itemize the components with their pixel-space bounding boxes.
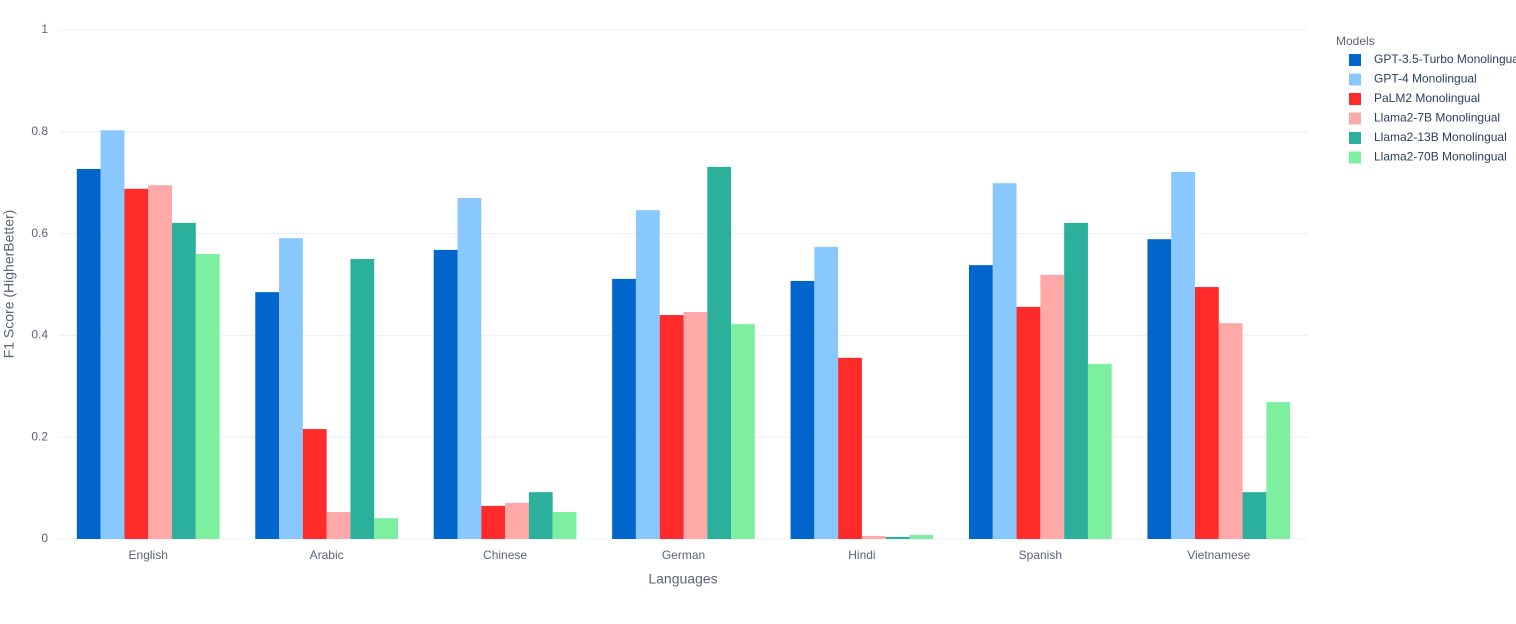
y-tick-label: 0.4	[31, 328, 48, 342]
bar	[505, 502, 529, 539]
bar	[279, 238, 303, 539]
legend-label: Llama2-7B Monolingual	[1374, 111, 1500, 125]
x-tick-label: German	[662, 548, 705, 562]
bar	[124, 188, 149, 540]
x-tick-label: Hindi	[848, 548, 875, 562]
bar	[172, 222, 196, 539]
y-tick-label: 0.6	[31, 226, 48, 240]
bar	[659, 315, 684, 539]
y-tick-label: 0.8	[31, 124, 48, 138]
x-tick-label: English	[129, 548, 168, 562]
legend-label: GPT-4 Monolingual	[1374, 72, 1477, 86]
legend-label: GPT-3.5-Turbo Monolingual	[1374, 52, 1516, 66]
bar	[100, 130, 125, 539]
bar	[1064, 222, 1088, 539]
bar	[195, 253, 220, 539]
x-axis-title: Languages	[648, 571, 717, 587]
bar	[838, 357, 862, 539]
legend-swatch	[1349, 93, 1361, 105]
bar	[731, 324, 755, 539]
bar	[790, 280, 815, 539]
bar	[1266, 402, 1291, 539]
legend-swatch	[1349, 54, 1361, 66]
x-tick-label: Spanish	[1019, 548, 1062, 562]
bar	[481, 505, 506, 539]
legend-title: Models	[1336, 34, 1375, 48]
bar	[433, 249, 458, 539]
bar	[1087, 363, 1112, 539]
x-tick-label: Arabic	[310, 548, 344, 562]
bar	[552, 512, 577, 539]
bar	[1147, 239, 1172, 539]
y-axis-title: F1 Score (HigherBetter)	[1, 210, 17, 359]
legend-label: Llama2-13B Monolingual	[1374, 130, 1507, 144]
x-tick-label: Vietnamese	[1187, 548, 1250, 562]
bar	[1194, 287, 1219, 539]
bar	[968, 265, 993, 539]
bar	[326, 512, 351, 539]
bar	[1218, 323, 1243, 539]
y-tick-label: 1	[41, 22, 48, 36]
bar	[457, 197, 482, 539]
legend-label: PaLM2 Monolingual	[1374, 91, 1480, 105]
bar	[885, 536, 910, 539]
bar	[1040, 274, 1065, 539]
bar	[683, 311, 708, 539]
bar	[350, 259, 375, 539]
y-tick-label: 0.2	[31, 429, 48, 443]
bar	[814, 246, 839, 540]
bar	[1171, 172, 1195, 540]
legend-swatch	[1349, 151, 1361, 164]
bar	[302, 429, 327, 539]
x-tick-label: Chinese	[483, 548, 527, 562]
bar	[1016, 306, 1041, 539]
bar	[148, 185, 173, 539]
bar	[612, 278, 636, 539]
legend-swatch	[1349, 112, 1361, 125]
bar	[909, 534, 934, 539]
bar	[374, 518, 399, 539]
legend-swatch	[1349, 132, 1361, 144]
bar	[1242, 492, 1267, 539]
y-tick-label: 0	[41, 531, 48, 545]
bar	[992, 183, 1017, 540]
legend-label: Llama2-70B Monolingual	[1374, 150, 1507, 164]
bar	[635, 210, 660, 539]
bar	[255, 292, 280, 539]
legend-swatch	[1349, 73, 1361, 86]
bar	[707, 166, 732, 539]
bar	[861, 535, 886, 539]
bar	[528, 492, 553, 539]
bar	[76, 168, 101, 539]
